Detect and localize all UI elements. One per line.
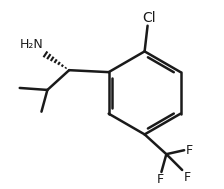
Text: H₂N: H₂N bbox=[20, 38, 43, 51]
Text: F: F bbox=[186, 144, 193, 157]
Text: F: F bbox=[184, 171, 191, 184]
Text: Cl: Cl bbox=[142, 11, 155, 25]
Text: F: F bbox=[157, 173, 164, 186]
